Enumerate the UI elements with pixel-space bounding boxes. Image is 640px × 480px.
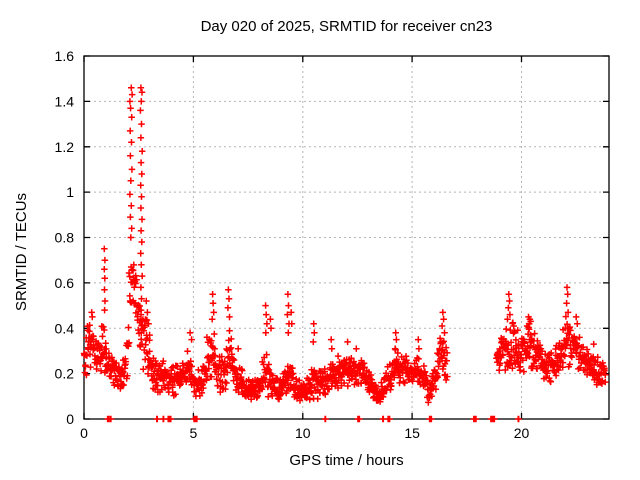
y-axis-label: SRMTID / TECUs <box>13 192 30 312</box>
y-tick-label: 1.2 <box>55 139 75 155</box>
x-tick-label: 15 <box>404 425 420 441</box>
x-tick-label: 0 <box>80 425 88 441</box>
y-tick-label: 1.4 <box>55 93 75 109</box>
x-axis-label: GPS time / hours <box>289 452 404 469</box>
y-tick-label: 0.8 <box>55 230 75 246</box>
y-tick-label: 0 <box>66 411 74 427</box>
x-tick-label: 10 <box>295 425 311 441</box>
chart-title: Day 020 of 2025, SRMTID for receiver cn2… <box>200 18 493 35</box>
x-tick-label: 5 <box>189 425 197 441</box>
y-tick-label: 0.6 <box>55 275 75 291</box>
y-tick-label: 0.4 <box>55 320 75 336</box>
grid-lines <box>84 56 609 419</box>
x-tick-label: 20 <box>514 425 530 441</box>
scatter-points <box>80 84 609 423</box>
y-tick-label: 1.6 <box>55 48 75 64</box>
y-tick-label: 0.2 <box>55 366 75 382</box>
y-tick-label: 1 <box>66 184 74 200</box>
